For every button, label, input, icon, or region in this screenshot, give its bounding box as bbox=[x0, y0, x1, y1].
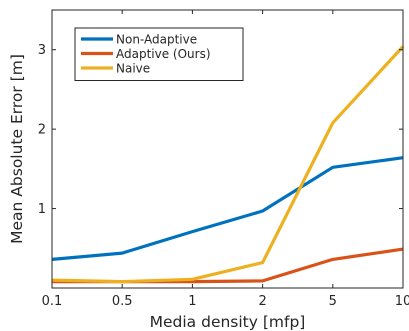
x-tick-label: 5 bbox=[329, 294, 337, 309]
series-line-non-adaptive bbox=[51, 156, 404, 261]
x-tick-label: 0.1 bbox=[42, 294, 63, 309]
y-axis-title: Mean Absolute Error [m] bbox=[8, 54, 26, 244]
x-tick-label: 10 bbox=[395, 294, 409, 309]
axis-ticks bbox=[51, 10, 404, 288]
y-tick-label: 2 bbox=[38, 123, 46, 138]
x-tick-label: 1 bbox=[188, 294, 196, 309]
plot-area-frame bbox=[51, 9, 404, 289]
legend-label: Non-Adaptive bbox=[116, 33, 197, 47]
axis-tick-labels: 0.1 0.5 1 2 5 10 1 2 3 bbox=[38, 43, 409, 309]
x-tick-label: 0.5 bbox=[112, 294, 133, 309]
x-axis-title: Media density [mfp] bbox=[150, 313, 306, 331]
y-tick-label: 1 bbox=[38, 202, 46, 217]
y-tick-label: 3 bbox=[38, 43, 46, 58]
series-layer bbox=[51, 45, 405, 284]
legend-label: Adaptive (Ours) bbox=[116, 47, 211, 61]
legend-label: Naive bbox=[116, 62, 150, 76]
series-line-naive bbox=[51, 45, 405, 284]
x-tick-label: 2 bbox=[258, 294, 266, 309]
